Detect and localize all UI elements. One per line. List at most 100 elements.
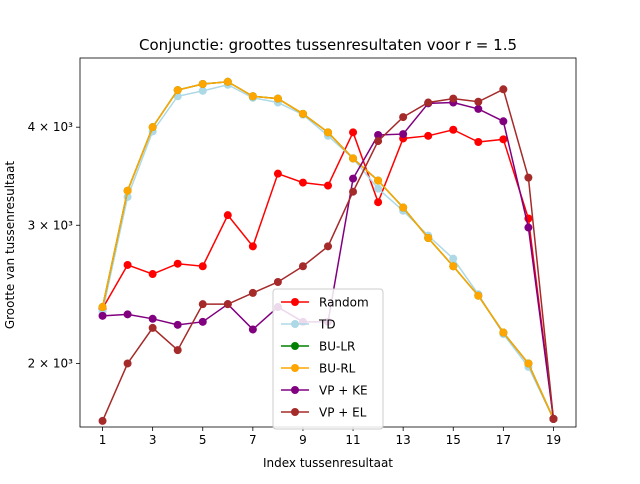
data-point	[298, 262, 307, 271]
data-point	[449, 262, 458, 271]
data-point	[349, 187, 358, 196]
data-point	[324, 128, 332, 137]
data-point	[499, 328, 508, 337]
legend-marker	[291, 342, 299, 350]
x-tick-label: 5	[199, 433, 207, 447]
data-point	[424, 233, 433, 242]
data-point	[374, 184, 383, 193]
legend: Random TD BU-LR BU-RL VP + KE VP + EL	[272, 288, 384, 430]
legend-label: TD	[318, 318, 336, 332]
data-point	[198, 300, 207, 309]
data-point	[248, 92, 257, 101]
data-point	[499, 117, 508, 126]
legend-label: VP + KE	[319, 384, 368, 398]
y-axis-label: Grootte van tussenresultaat	[3, 161, 17, 330]
data-point	[399, 203, 408, 212]
legend-item: VP + EL	[281, 406, 367, 420]
data-point	[223, 77, 232, 86]
data-point	[324, 181, 332, 190]
data-point	[298, 178, 307, 187]
data-point	[273, 169, 282, 178]
x-tick-label: 11	[345, 433, 360, 447]
data-point	[549, 414, 558, 423]
data-point	[524, 223, 533, 232]
data-point	[223, 211, 232, 220]
data-point	[399, 130, 408, 139]
x-tick-label: 7	[249, 433, 257, 447]
legend-marker	[291, 386, 299, 394]
legend-marker	[291, 298, 299, 306]
data-point	[374, 198, 383, 207]
x-tick-label: 13	[396, 433, 411, 447]
data-point	[374, 130, 383, 139]
data-point	[173, 259, 182, 268]
data-point	[349, 128, 358, 137]
x-tick-label: 1	[99, 433, 107, 447]
data-point	[98, 416, 107, 425]
data-point	[248, 288, 257, 297]
legend-item: TD	[281, 318, 336, 332]
data-point	[148, 323, 157, 332]
data-point	[173, 86, 182, 95]
data-point	[399, 113, 408, 122]
data-point	[524, 173, 533, 182]
legend-item: BU-RL	[281, 362, 356, 376]
legend-item: Random	[281, 296, 369, 310]
y-tick-label: 2 × 10³	[28, 356, 74, 370]
data-point	[449, 254, 458, 263]
data-point	[449, 125, 458, 134]
series-5	[98, 85, 558, 425]
data-point	[474, 291, 483, 300]
y-tick-label: 4 × 10³	[28, 120, 74, 134]
y-tick-label: 3 × 10³	[28, 218, 74, 232]
data-point	[173, 320, 182, 329]
legend-item: BU-LR	[281, 340, 355, 354]
data-point	[424, 131, 433, 140]
data-point	[349, 154, 358, 163]
data-point	[198, 262, 207, 271]
data-point	[123, 359, 132, 368]
x-tick-label: 15	[446, 433, 461, 447]
x-tick-label: 19	[546, 433, 561, 447]
data-point	[298, 109, 307, 118]
data-point	[449, 94, 458, 103]
data-point	[123, 310, 132, 319]
data-point	[324, 242, 332, 251]
x-tick-label: 3	[149, 433, 157, 447]
data-point	[98, 311, 107, 320]
legend-marker	[291, 364, 299, 372]
legend-marker	[291, 408, 299, 416]
data-point	[173, 346, 182, 355]
data-point	[248, 325, 257, 334]
data-point	[499, 85, 508, 94]
data-point	[273, 94, 282, 103]
data-point	[349, 174, 358, 183]
data-point	[148, 314, 157, 323]
data-point	[374, 176, 383, 185]
data-point	[474, 97, 483, 106]
data-point	[148, 123, 157, 132]
data-point	[474, 104, 483, 113]
data-point	[123, 186, 132, 195]
data-point	[499, 135, 508, 144]
data-point	[198, 86, 207, 95]
legend-marker	[291, 320, 299, 328]
legend-item: VP + KE	[281, 384, 368, 398]
data-point	[273, 277, 282, 286]
chart-title: Conjunctie: groottes tussenresultaten vo…	[139, 36, 517, 54]
data-point	[248, 242, 257, 251]
x-axis-label: Index tussenresultaat	[263, 456, 393, 470]
data-point	[198, 317, 207, 326]
legend-label: VP + EL	[319, 406, 367, 420]
data-point	[148, 270, 157, 279]
data-point	[424, 98, 433, 107]
x-tick-label: 17	[496, 433, 511, 447]
data-point	[223, 300, 232, 309]
data-point	[524, 359, 533, 368]
legend-label: Random	[319, 296, 369, 310]
data-point	[474, 137, 483, 146]
legend-label: BU-LR	[319, 340, 355, 354]
